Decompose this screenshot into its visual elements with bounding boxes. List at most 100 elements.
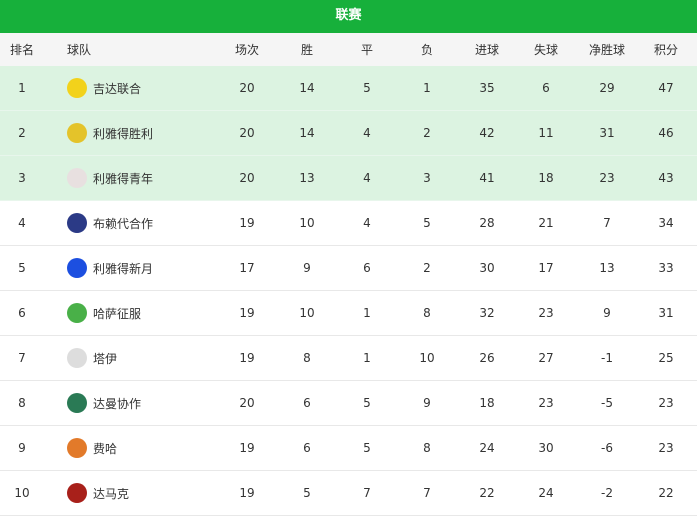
al-feiha-logo-icon (67, 438, 87, 458)
table-row[interactable]: 5 17 9 6 2 30 17 13 33 利雅得新月 (0, 246, 697, 291)
cell-gd: 23 (599, 171, 615, 185)
table-header: 排名 球队 场次 胜 平 负 进球 失球 净胜球 积分 (0, 33, 697, 66)
cell-pts: 43 (658, 171, 674, 185)
cell-rank: 10 (14, 486, 30, 500)
cell-l: 10 (419, 351, 435, 365)
cell-l: 8 (423, 441, 431, 455)
cell-pts: 46 (658, 126, 674, 140)
table-row[interactable]: 6 19 10 1 8 32 23 9 31 哈萨征服 (0, 291, 697, 336)
cell-d: 7 (363, 486, 371, 500)
cell-p: 19 (239, 216, 255, 230)
cell-ga: 23 (538, 396, 554, 410)
team-name[interactable]: 达曼协作 (93, 396, 142, 411)
team-name[interactable]: 布赖代合作 (93, 216, 154, 231)
cell-p: 20 (239, 396, 255, 410)
cell-p: 19 (239, 351, 255, 365)
cell-rank: 2 (18, 126, 26, 140)
cell-gd: -5 (601, 396, 613, 410)
team-cell[interactable]: 利雅得新月 (67, 246, 153, 290)
cell-d: 4 (363, 216, 371, 230)
cell-rank: 3 (18, 171, 26, 185)
cell-gd: -1 (601, 351, 613, 365)
team-name[interactable]: 达马克 (93, 486, 130, 501)
cell-rank: 8 (18, 396, 26, 410)
al-fateh-logo-icon (67, 303, 87, 323)
table-row[interactable]: 4 19 10 4 5 28 21 7 34 布赖代合作 (0, 201, 697, 246)
team-cell[interactable]: 达曼协作 (67, 381, 141, 425)
cell-d: 4 (363, 171, 371, 185)
team-cell[interactable]: 达马克 (67, 471, 129, 515)
cell-rank: 4 (18, 216, 26, 230)
cell-ga: 11 (538, 126, 554, 140)
cell-pts: 34 (658, 216, 674, 230)
table-row[interactable]: 2 20 14 4 2 42 11 31 46 利雅得胜利 (0, 111, 697, 156)
team-name[interactable]: 吉达联合 (93, 81, 142, 96)
team-cell[interactable]: 哈萨征服 (67, 291, 141, 335)
cell-d: 6 (363, 261, 371, 275)
cell-w: 8 (303, 351, 311, 365)
cell-w: 10 (299, 306, 315, 320)
column-header: 场次 (234, 43, 259, 57)
cell-d: 5 (363, 396, 371, 410)
column-header: 排名 (9, 43, 34, 57)
cell-w: 9 (303, 261, 311, 275)
team-name[interactable]: 利雅得胜利 (93, 126, 154, 141)
al-ittihad-logo-icon (67, 78, 87, 98)
column-header: 积分 (653, 43, 678, 57)
column-header: 胜 (300, 43, 313, 57)
column-header: 净胜球 (588, 43, 625, 57)
column-header: 进球 (474, 43, 499, 57)
team-cell[interactable]: 吉达联合 (67, 66, 141, 110)
cell-l: 7 (423, 486, 431, 500)
column-header: 平 (360, 43, 373, 57)
table-row[interactable]: 8 20 6 5 9 18 23 -5 23 达曼协作 (0, 381, 697, 426)
team-cell[interactable]: 利雅得青年 (67, 156, 153, 200)
cell-pts: 47 (658, 81, 674, 95)
cell-ga: 24 (538, 486, 554, 500)
cell-l: 1 (423, 81, 431, 95)
cell-p: 20 (239, 126, 255, 140)
cell-pts: 23 (658, 441, 674, 455)
cell-rank: 6 (18, 306, 26, 320)
cell-w: 13 (299, 171, 315, 185)
team-cell[interactable]: 费哈 (67, 426, 117, 470)
al-nassr-logo-icon (67, 123, 87, 143)
team-name[interactable]: 利雅得新月 (93, 261, 154, 276)
cell-rank: 7 (18, 351, 26, 365)
cell-w: 10 (299, 216, 315, 230)
table-row[interactable]: 9 19 6 5 8 24 30 -6 23 费哈 (0, 426, 697, 471)
table-row[interactable]: 1 20 14 5 1 35 6 29 47 吉达联合 (0, 66, 697, 111)
cell-p: 19 (239, 486, 255, 500)
column-header: 负 (420, 43, 433, 57)
column-header: 失球 (533, 43, 558, 57)
standings-table: 1 20 14 5 1 35 6 29 47 吉达联合 2 20 14 4 2 42 11 31 46 利雅得胜利 3 2… (0, 66, 697, 516)
cell-gd: 29 (599, 81, 615, 95)
cell-gd: -2 (601, 486, 613, 500)
cell-l: 2 (423, 126, 431, 140)
league-title: 联赛 (0, 0, 697, 33)
team-cell[interactable]: 布赖代合作 (67, 201, 153, 245)
team-name[interactable]: 利雅得青年 (93, 171, 154, 186)
team-name[interactable]: 塔伊 (93, 351, 118, 366)
table-row[interactable]: 7 19 8 1 10 26 27 -1 25 塔伊 (0, 336, 697, 381)
cell-pts: 31 (658, 306, 674, 320)
cell-p: 19 (239, 306, 255, 320)
al-ettifaq-logo-icon (67, 393, 87, 413)
cell-ga: 23 (538, 306, 554, 320)
cell-gd: 7 (603, 216, 611, 230)
cell-l: 3 (423, 171, 431, 185)
cell-l: 2 (423, 261, 431, 275)
cell-l: 9 (423, 396, 431, 410)
team-cell[interactable]: 塔伊 (67, 336, 117, 380)
cell-w: 6 (303, 396, 311, 410)
team-name[interactable]: 哈萨征服 (93, 306, 142, 321)
cell-d: 4 (363, 126, 371, 140)
cell-gf: 24 (479, 441, 495, 455)
cell-p: 20 (239, 81, 255, 95)
cell-w: 5 (303, 486, 311, 500)
table-row[interactable]: 3 20 13 4 3 41 18 23 43 利雅得青年 (0, 156, 697, 201)
team-name[interactable]: 费哈 (93, 441, 118, 456)
table-row[interactable]: 10 19 5 7 7 22 24 -2 22 达马克 (0, 471, 697, 516)
cell-rank: 5 (18, 261, 26, 275)
team-cell[interactable]: 利雅得胜利 (67, 111, 153, 155)
